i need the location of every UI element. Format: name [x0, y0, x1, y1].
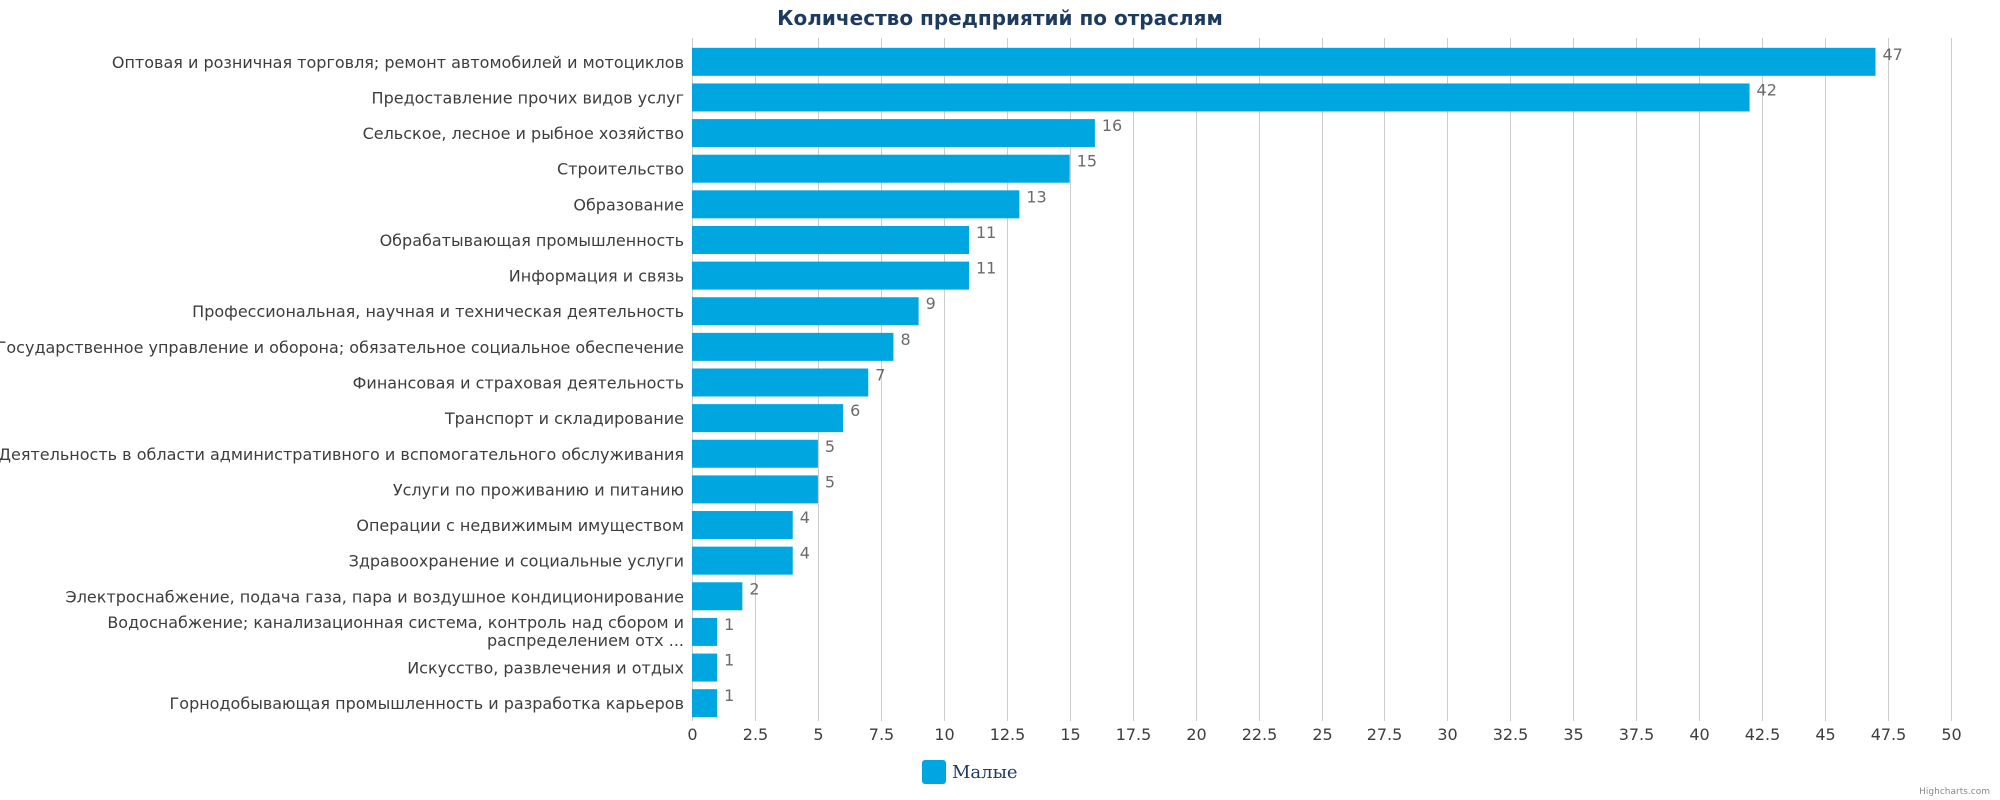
- x-tick-label: 45: [1815, 725, 1835, 744]
- data-label: 1: [724, 615, 734, 634]
- x-tick-label: 7.5: [869, 725, 894, 744]
- bar[interactable]: [692, 261, 969, 290]
- x-tick-label: 0: [687, 725, 697, 744]
- bar[interactable]: [692, 511, 793, 540]
- x-tick-label: 37.5: [1619, 725, 1655, 744]
- data-label: 6: [850, 401, 860, 420]
- bar[interactable]: [692, 332, 894, 361]
- x-tick-label: 42.5: [1745, 725, 1781, 744]
- category-label: Государственное управление и оборона; об…: [0, 338, 684, 357]
- legend[interactable]: Малые: [922, 760, 1018, 784]
- category-label: Горнодобывающая промышленность и разрабо…: [170, 694, 684, 713]
- legend-item-label[interactable]: Малые: [952, 762, 1018, 783]
- bar[interactable]: [692, 83, 1750, 112]
- x-tick-label: 25: [1312, 725, 1332, 744]
- bar[interactable]: [692, 225, 969, 254]
- bar[interactable]: [692, 404, 844, 433]
- data-label: 15: [1077, 152, 1097, 171]
- category-label: Оптовая и розничная торговля; ремонт авт…: [112, 53, 684, 72]
- x-tick-label: 30: [1437, 725, 1457, 744]
- x-tick-label: 12.5: [990, 725, 1026, 744]
- bar[interactable]: [692, 617, 718, 646]
- data-label: 47: [1882, 45, 1902, 64]
- x-tick-label: 5: [813, 725, 823, 744]
- data-label: 16: [1102, 116, 1122, 135]
- x-tick-label: 15: [1060, 725, 1080, 744]
- bar[interactable]: [692, 475, 818, 504]
- category-label: Деятельность в области административного…: [0, 445, 684, 464]
- category-label: Финансовая и страховая деятельность: [353, 374, 684, 393]
- legend-swatch-icon[interactable]: [922, 760, 946, 784]
- bar[interactable]: [692, 47, 1876, 76]
- x-tick-label: 40: [1689, 725, 1709, 744]
- bar[interactable]: [692, 119, 1095, 148]
- bar[interactable]: [692, 689, 718, 718]
- data-label: 7: [875, 366, 885, 385]
- data-label: 11: [976, 223, 996, 242]
- category-label: Образование: [573, 195, 684, 214]
- grid-lines: [692, 38, 1952, 721]
- x-tick-label: 17.5: [1116, 725, 1152, 744]
- x-tick-label: 2.5: [743, 725, 768, 744]
- data-label: 11: [976, 259, 996, 278]
- data-label: 8: [900, 330, 910, 349]
- bar[interactable]: [692, 190, 1020, 219]
- category-label: Искусство, развлечения и отдых: [407, 659, 684, 678]
- category-label: Услуги по проживанию и питанию: [393, 480, 684, 499]
- x-tick-label: 20: [1186, 725, 1206, 744]
- bar[interactable]: [692, 653, 718, 682]
- category-label: Операции с недвижимым имуществом: [356, 516, 684, 535]
- data-label: 42: [1757, 80, 1777, 99]
- data-label: 2: [749, 579, 759, 598]
- category-label: Предоставление прочих видов услуг: [372, 88, 684, 107]
- data-label: 4: [800, 508, 810, 527]
- bar[interactable]: [692, 368, 869, 397]
- data-label: 5: [825, 472, 835, 491]
- bar[interactable]: [692, 439, 818, 468]
- bar-series: [692, 47, 1876, 718]
- category-label: Сельское, лесное и рыбное хозяйство: [363, 124, 684, 143]
- bar[interactable]: [692, 582, 743, 611]
- data-label: 5: [825, 437, 835, 456]
- data-label: 13: [1026, 187, 1046, 206]
- x-tick-label: 10: [934, 725, 954, 744]
- category-label: Обрабатывающая промышленность: [380, 231, 684, 250]
- x-tick-label: 35: [1563, 725, 1583, 744]
- data-label: 1: [724, 651, 734, 670]
- bar[interactable]: [692, 546, 793, 575]
- bar[interactable]: [692, 297, 919, 326]
- category-label: Электроснабжение, подача газа, пара и во…: [66, 587, 684, 606]
- category-labels: Оптовая и розничная торговля; ремонт авт…: [0, 53, 684, 713]
- x-tick-label: 50: [1941, 725, 1961, 744]
- chart-title: Количество предприятий по отраслям: [777, 6, 1223, 30]
- category-label: Строительство: [557, 160, 684, 179]
- category-label: Здравоохранение и социальные услуги: [349, 552, 684, 571]
- category-label: Профессиональная, научная и техническая …: [192, 302, 684, 321]
- data-label: 9: [926, 294, 936, 313]
- category-label: Информация и связь: [509, 267, 684, 286]
- category-label: Транспорт и складирование: [444, 409, 684, 428]
- x-tick-label: 22.5: [1242, 725, 1278, 744]
- x-axis-tick-labels: 0 2.5 5 7.5 10 12.5 15 17.5 20 22.5 25 27.5 30 32.5 35…: [687, 725, 1961, 744]
- credits-link[interactable]: Highcharts.com: [1919, 787, 1990, 797]
- data-label: 4: [800, 544, 810, 563]
- category-label: Водоснабжение; канализационная система, …: [107, 613, 684, 650]
- x-tick-label: 47.5: [1871, 725, 1907, 744]
- x-tick-label: 27.5: [1367, 725, 1403, 744]
- data-label: 1: [724, 686, 734, 705]
- x-tick-label: 32.5: [1493, 725, 1529, 744]
- bar[interactable]: [692, 154, 1070, 183]
